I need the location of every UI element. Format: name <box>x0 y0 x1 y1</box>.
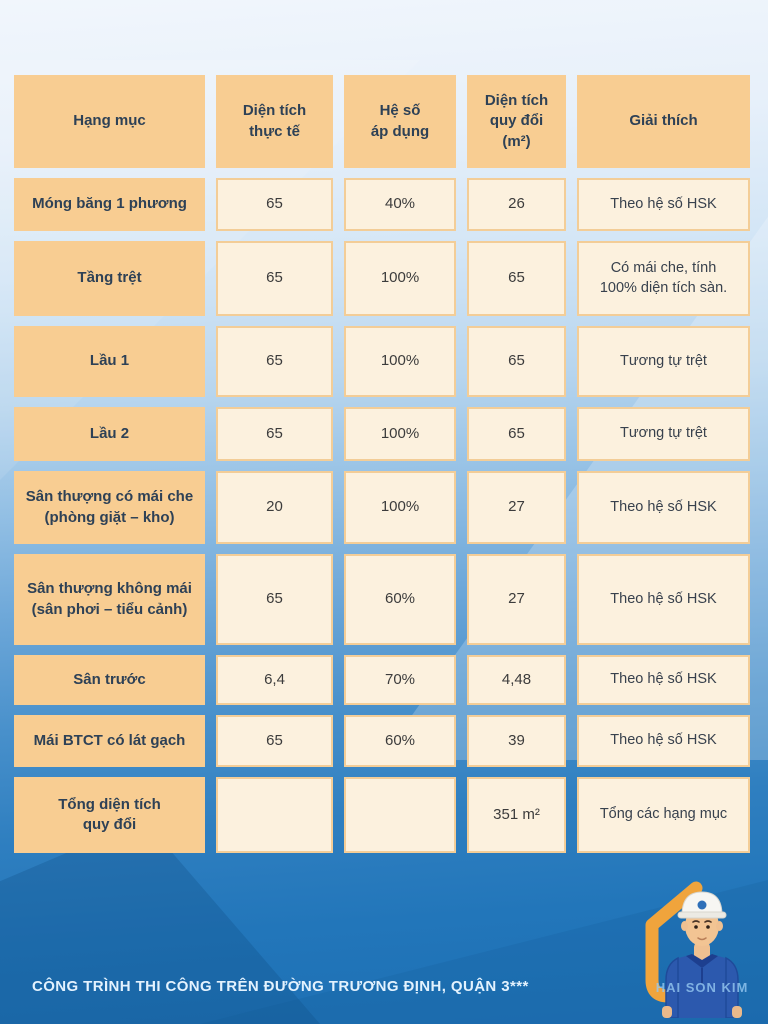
coefficient-cell: 40% <box>344 178 456 231</box>
explanation-cell: Tương tự trệt <box>577 407 750 461</box>
coefficient-cell: 60% <box>344 554 456 645</box>
footer-caption: CÔNG TRÌNH THI CÔNG TRÊN ĐƯỜNG TRƯƠNG ĐỊ… <box>32 978 529 995</box>
coefficient-cell: 100% <box>344 471 456 544</box>
category-cell: Sân thượng có mái che (phòng giặt – kho) <box>14 471 205 544</box>
actual-area-cell: 20 <box>216 471 333 544</box>
area-conversion-table: Hạng mục Diện tích thực tế Hệ số áp dụng… <box>14 75 750 853</box>
hai-son-kim-mascot-logo: HAI SON KIM <box>645 881 749 1018</box>
category-cell: Lầu 1 <box>14 326 205 397</box>
category-cell: Sân trước <box>14 655 205 705</box>
converted-area-cell: 39 <box>467 715 566 767</box>
category-cell: Mái BTCT có lát gạch <box>14 715 205 767</box>
category-cell: Móng băng 1 phương <box>14 178 205 231</box>
explanation-cell: Theo hệ số HSK <box>577 715 750 767</box>
header-cell-actual-area: Diện tích thực tế <box>216 75 333 168</box>
header-cell-explanation: Giải thích <box>577 75 750 168</box>
category-cell: Sân thượng không mái (sân phơi – tiểu cả… <box>14 554 205 645</box>
brand-name-label: HAI SON KIM <box>656 980 749 995</box>
coefficient-cell: 70% <box>344 655 456 705</box>
coefficient-cell: 60% <box>344 715 456 767</box>
actual-area-cell: 65 <box>216 715 333 767</box>
explanation-cell: Tổng các hạng mục <box>577 777 750 853</box>
actual-area-cell: 65 <box>216 407 333 461</box>
coefficient-cell: 100% <box>344 241 456 316</box>
converted-area-cell: 27 <box>467 471 566 544</box>
explanation-cell: Theo hệ số HSK <box>577 471 750 544</box>
explanation-cell: Có mái che, tính 100% diện tích sàn. <box>577 241 750 316</box>
converted-area-cell: 65 <box>467 326 566 397</box>
category-cell: Lầu 2 <box>14 407 205 461</box>
converted-area-cell: 65 <box>467 407 566 461</box>
converted-area-cell-total: 351 m² <box>467 777 566 853</box>
header-cell-coefficient: Hệ số áp dụng <box>344 75 456 168</box>
converted-area-cell: 4,48 <box>467 655 566 705</box>
explanation-cell: Tương tự trệt <box>577 326 750 397</box>
explanation-cell: Theo hệ số HSK <box>577 178 750 231</box>
converted-area-cell: 65 <box>467 241 566 316</box>
actual-area-cell: 65 <box>216 554 333 645</box>
coefficient-cell: 100% <box>344 407 456 461</box>
explanation-cell: Theo hệ số HSK <box>577 554 750 645</box>
category-cell-total: Tổng diện tích quy đổi <box>14 777 205 853</box>
header-cell-converted-area: Diện tích quy đổi (m²) <box>467 75 566 168</box>
worker-mascot-icon <box>662 891 742 1018</box>
converted-area-cell: 26 <box>467 178 566 231</box>
actual-area-cell <box>216 777 333 853</box>
actual-area-cell: 65 <box>216 241 333 316</box>
header-cell-category: Hạng mục <box>14 75 205 168</box>
converted-area-cell: 27 <box>467 554 566 645</box>
actual-area-cell: 65 <box>216 326 333 397</box>
hard-hat-icon <box>677 891 727 919</box>
coefficient-cell <box>344 777 456 853</box>
actual-area-cell: 65 <box>216 178 333 231</box>
coefficient-cell: 100% <box>344 326 456 397</box>
actual-area-cell: 6,4 <box>216 655 333 705</box>
explanation-cell: Theo hệ số HSK <box>577 655 750 705</box>
category-cell: Tầng trệt <box>14 241 205 316</box>
